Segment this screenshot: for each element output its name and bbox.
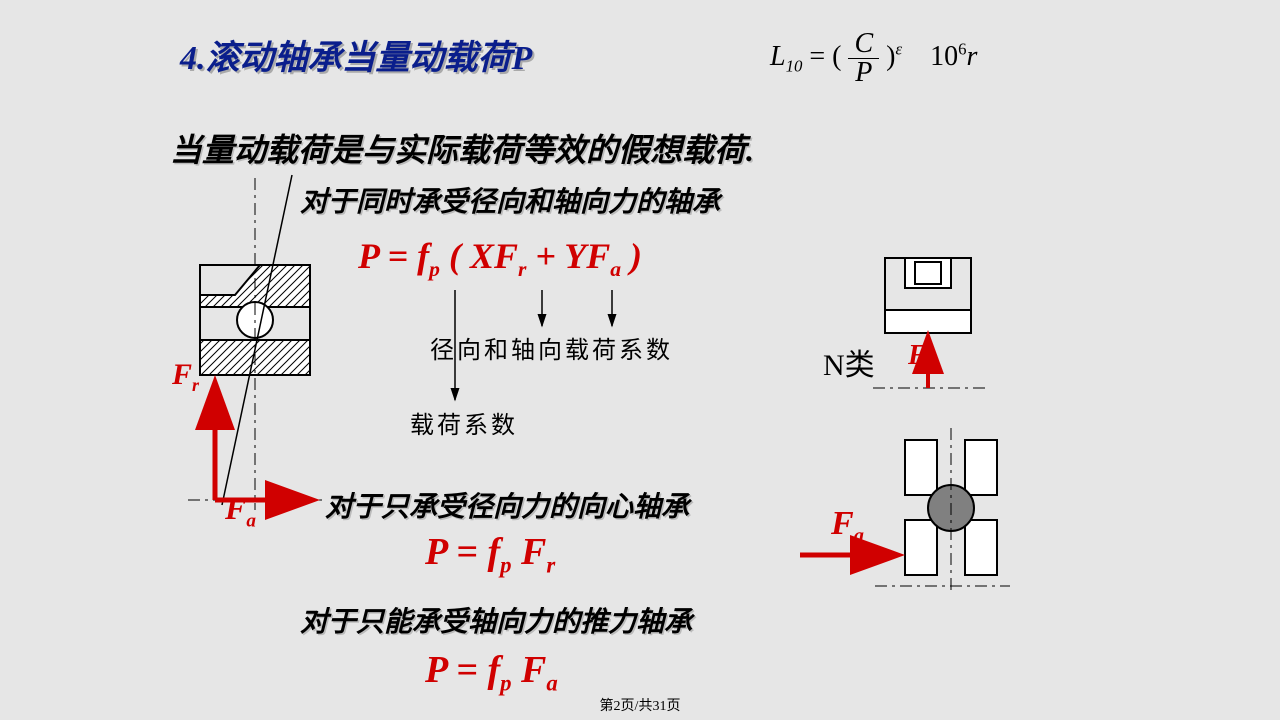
case-combined-heading: 对于同时承受径向和轴向力的轴承 (300, 180, 720, 220)
annotation-load-coefficient: 载荷系数 (410, 405, 518, 440)
annotation-xy-coefficients: 径向和轴向载荷系数 (430, 330, 673, 365)
slide-title: 4.滚动轴承当量动载荷P (180, 30, 532, 79)
fr-right-label: Fr (908, 340, 933, 376)
n-type-label: N类 (823, 340, 875, 384)
life-formula: L10 = ( C P )ε 106r (770, 30, 1100, 87)
formula-thrust: P = fp Fa (425, 648, 558, 697)
bearing-left-diagram (188, 175, 322, 510)
case-radial-heading: 对于只承受径向力的向心轴承 (325, 485, 689, 525)
fa-right-label: Fa (831, 505, 864, 548)
case-thrust-heading: 对于只能承受轴向力的推力轴承 (300, 600, 692, 640)
formula-radial: P = fp Fr (425, 530, 555, 579)
fa-left-label: Fa (225, 490, 256, 532)
slide: 4.滚动轴承当量动载荷P L10 = ( C P )ε 106r 当量动载荷是与… (0, 0, 1280, 720)
formula-combined: P = fp ( XFr + YFa ) (358, 235, 642, 282)
page-number: 第2页/共31页 (600, 695, 681, 715)
fr-left-label: Fr (172, 358, 199, 396)
definition-text: 当量动载荷是与实际载荷等效的假想载荷. (170, 125, 754, 171)
